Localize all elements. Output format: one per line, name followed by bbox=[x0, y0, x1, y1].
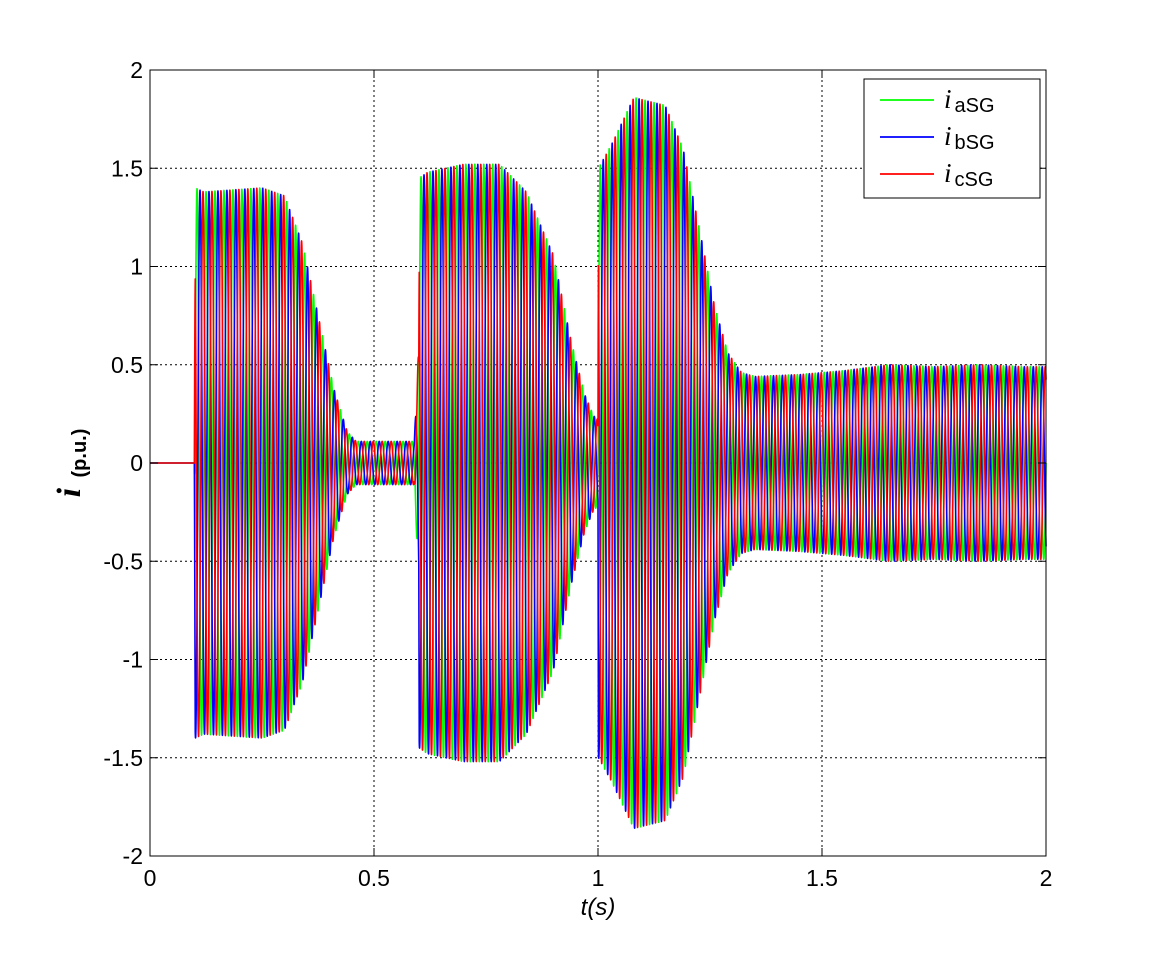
series-line-bSG bbox=[149, 98, 1047, 829]
y-axis-label: i (p.u.) bbox=[51, 429, 91, 498]
y-tick-label: -1 bbox=[123, 647, 143, 673]
tick-marks bbox=[149, 69, 1047, 857]
legend: i aSG i bSG i cSG bbox=[863, 78, 1041, 199]
x-tick-label: 2 bbox=[1040, 865, 1053, 891]
y-axis-label-symbol: i bbox=[51, 487, 88, 497]
x-axis-label: t(s) bbox=[581, 894, 616, 921]
series-layer bbox=[149, 97, 1047, 829]
series-line-aSG bbox=[149, 97, 1047, 828]
x-tick-label: 1 bbox=[592, 865, 605, 891]
legend-label: i bSG bbox=[944, 121, 995, 154]
svg-text:i (p.u.): i (p.u.) bbox=[51, 429, 91, 498]
y-tick-label: -2 bbox=[123, 843, 143, 869]
tick-labels: 0 0.5 1 1.5 2 2 1.5 1 0.5 0 -0.5 -1 -1.5 -2 bbox=[103, 57, 1052, 891]
x-tick-label: 0 bbox=[144, 865, 157, 891]
y-tick-label: 1.5 bbox=[111, 155, 143, 181]
y-tick-label: -0.5 bbox=[103, 548, 143, 574]
y-tick-label: 0.5 bbox=[111, 352, 143, 378]
legend-label: i cSG bbox=[944, 158, 993, 191]
y-axis-label-unit: (p.u.) bbox=[69, 429, 91, 478]
x-tick-label: 0.5 bbox=[358, 865, 390, 891]
x-tick-label: 1.5 bbox=[806, 865, 838, 891]
legend-label: i aSG bbox=[944, 84, 995, 117]
y-tick-label: -1.5 bbox=[103, 745, 143, 771]
y-tick-label: 2 bbox=[130, 57, 143, 83]
legend-box bbox=[863, 78, 1041, 199]
y-tick-label: 0 bbox=[130, 450, 143, 476]
series-line-cSG bbox=[149, 98, 1047, 829]
y-tick-label: 1 bbox=[130, 254, 143, 280]
